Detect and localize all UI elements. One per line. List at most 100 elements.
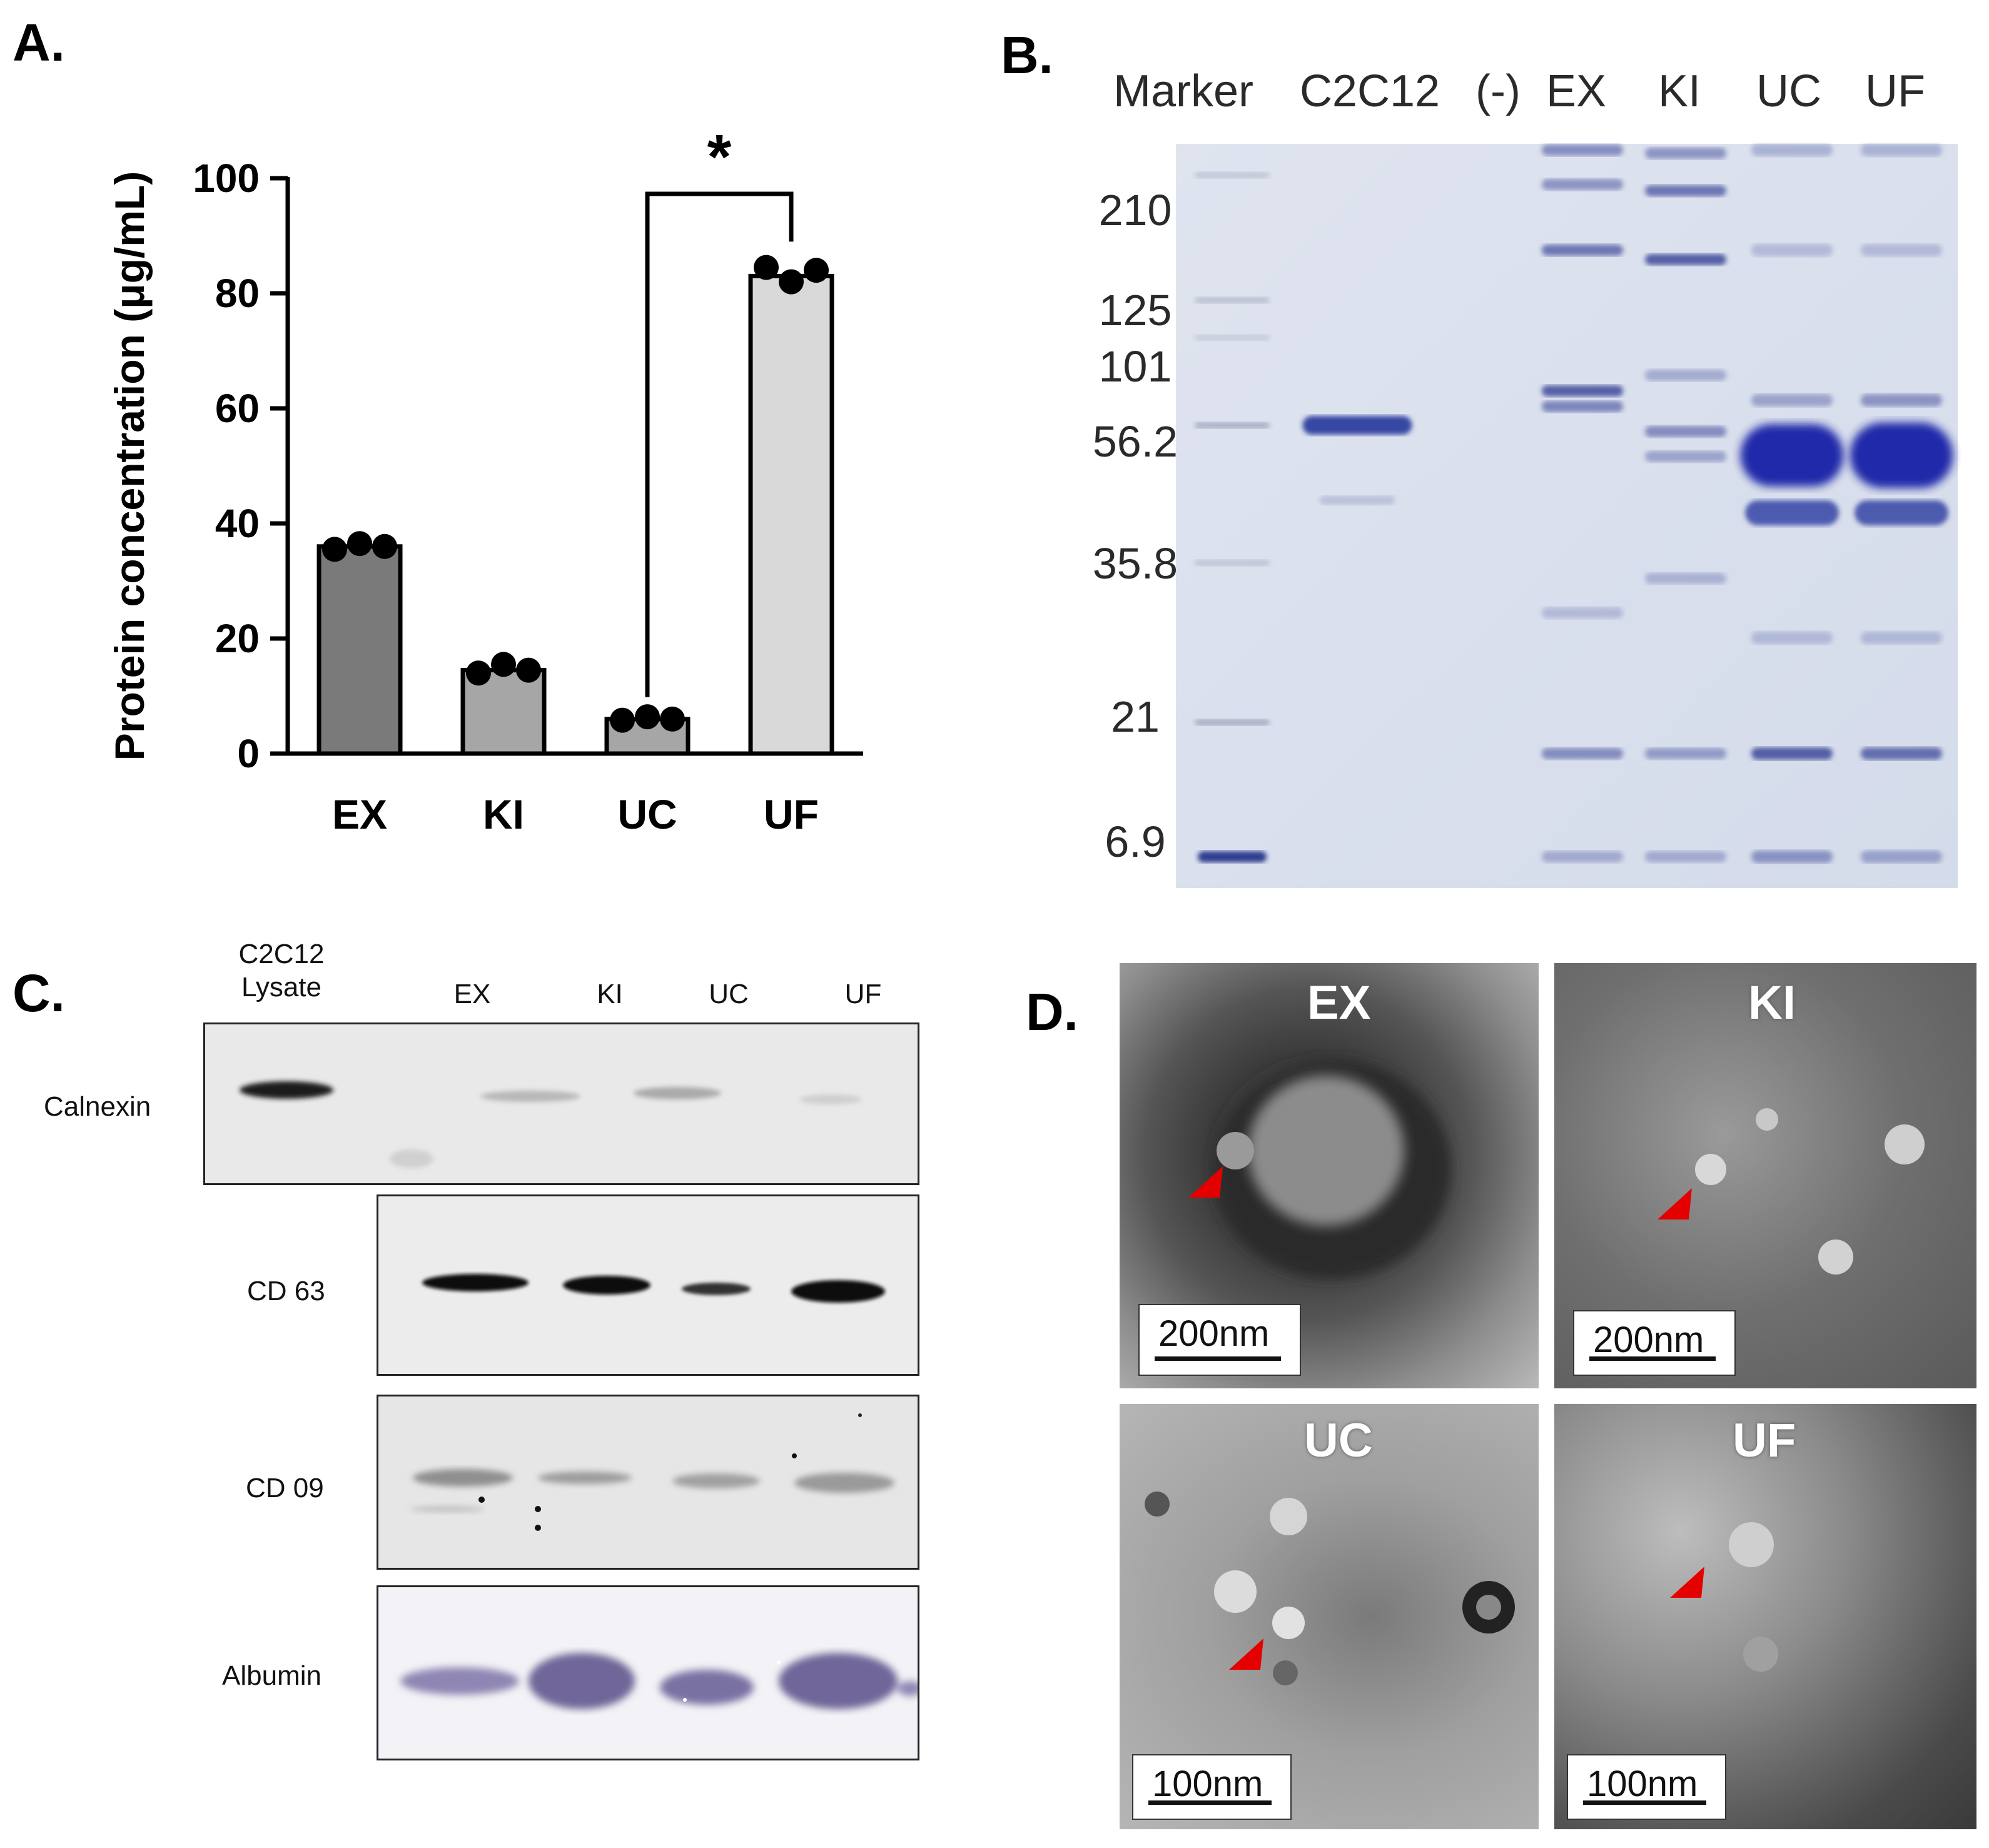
- tem-image-uf: UF 100nm: [1554, 1404, 1976, 1829]
- gel-band: [1645, 254, 1726, 265]
- gel-marker-label: 210: [1099, 186, 1172, 235]
- gel-marker-label: 125: [1099, 286, 1172, 335]
- data-point: [516, 657, 541, 683]
- gel-band: [1542, 851, 1623, 862]
- gel-band: [1861, 747, 1942, 760]
- gel-band: [1740, 424, 1844, 487]
- gel-band: [1855, 500, 1948, 525]
- data-point: [491, 652, 516, 677]
- gel-band: [1195, 719, 1270, 725]
- panel-c-label: C.: [13, 964, 65, 1022]
- bar-ex: [316, 544, 403, 756]
- gel-marker-label: 101: [1099, 342, 1172, 391]
- tem-label-ki: KI: [1748, 976, 1796, 1029]
- gel-band: [1198, 851, 1267, 862]
- y-tick-label: 20: [215, 616, 260, 661]
- panel-d-label: D.: [1026, 982, 1078, 1041]
- scale-bar-uc: 100nm: [1132, 1754, 1292, 1820]
- significance-label: *: [707, 122, 732, 192]
- scale-bar-ki: 200nm: [1573, 1310, 1736, 1376]
- gel-band: [1320, 496, 1395, 505]
- blot-row-label: CD 63: [247, 1276, 325, 1306]
- gel-band: [1542, 245, 1623, 256]
- data-point: [322, 537, 347, 562]
- western-blot-panel: C2C12 Lysate EX KI UC UF Calnexin CD 63 CD 09 A…: [0, 926, 976, 1776]
- gel-band: [1645, 748, 1726, 759]
- panel-a-label: A.: [13, 13, 65, 72]
- scale-bar-ex: 200nm: [1138, 1304, 1301, 1376]
- blot-row-label: Albumin: [222, 1660, 321, 1691]
- gel-band: [1861, 632, 1942, 644]
- data-point: [466, 660, 491, 686]
- gel-band: [1645, 451, 1726, 462]
- tem-label-ex: EX: [1307, 976, 1371, 1029]
- gel-band: [1542, 607, 1623, 619]
- gel-marker-label: 35.8: [1093, 539, 1178, 588]
- blot-cd63: [377, 1194, 919, 1376]
- gel-band: [1861, 244, 1942, 256]
- tem-label-uc: UC: [1304, 1414, 1373, 1467]
- gel-band: [1645, 573, 1726, 584]
- gel-band: [1751, 632, 1833, 644]
- data-point: [635, 704, 660, 730]
- scale-label-uf: 100nm: [1587, 1764, 1698, 1804]
- gel-band: [1850, 422, 1953, 488]
- gel-band: [1645, 370, 1726, 381]
- data-point: [779, 269, 804, 295]
- x-tick-label: KI: [483, 791, 524, 837]
- gel-band: [1645, 851, 1726, 862]
- gel-lane-label: (-): [1475, 66, 1521, 116]
- gel-band: [1645, 185, 1726, 196]
- gel-band: [1542, 748, 1623, 759]
- scale-label-uc: 100nm: [1152, 1764, 1263, 1804]
- gel-lane-label: KI: [1658, 66, 1701, 116]
- panel-b-label: B.: [1001, 26, 1053, 84]
- gel-lane-label: UC: [1756, 66, 1821, 116]
- y-tick-label: 60: [215, 386, 260, 431]
- blot-row-label: Calnexin: [44, 1091, 151, 1122]
- blot-cd09: [377, 1395, 919, 1570]
- gel-band: [1751, 851, 1833, 863]
- y-tick-label: 80: [215, 271, 260, 316]
- gel-band: [1195, 297, 1270, 303]
- data-point: [754, 255, 779, 280]
- gel-band: [1861, 851, 1942, 863]
- blot-lane-label: UF: [844, 979, 882, 1009]
- x-tick-label: EX: [332, 791, 387, 837]
- bar-chart: 0 20 40 60 80 100 Protein concentration (μg/mL…: [106, 122, 863, 837]
- gel-band: [1861, 394, 1942, 406]
- blot-albumin: [377, 1585, 923, 1760]
- gel-lane-label: EX: [1546, 66, 1606, 116]
- data-point: [610, 707, 635, 733]
- gel-marker-label: 21: [1111, 692, 1160, 741]
- gel-band: [1542, 401, 1623, 412]
- tem-image-ki: KI 200nm: [1554, 963, 1976, 1388]
- gel-marker-label: 56.2: [1093, 417, 1178, 466]
- gel-lane-label: C2C12: [1300, 66, 1440, 116]
- gel-lane-label: Marker: [1113, 66, 1253, 116]
- gel-marker-label: 6.9: [1105, 817, 1165, 866]
- gel-band: [1195, 335, 1270, 341]
- blot-lane-label: KI: [597, 979, 623, 1009]
- significance-bracket: [645, 191, 794, 697]
- data-point: [660, 706, 685, 732]
- tem-label-uf: UF: [1733, 1414, 1796, 1467]
- gel-band: [1195, 422, 1270, 428]
- blot-lane-label: C2C12 Lysate: [238, 939, 325, 1002]
- bar-ki: [460, 668, 547, 756]
- scale-label-ki: 200nm: [1593, 1320, 1704, 1360]
- blot-lane-label: EX: [453, 979, 491, 1009]
- gel-band: [1751, 144, 1833, 156]
- gel-band: [1542, 385, 1623, 396]
- gel-band: [1542, 144, 1623, 156]
- gel-band: [1645, 148, 1726, 159]
- gel-band: [1745, 500, 1839, 525]
- y-axis-title: Protein concentration (μg/mL): [106, 171, 153, 760]
- blot-lane-label: UC: [709, 979, 749, 1009]
- tem-image-ex: EX 200nm: [1120, 963, 1539, 1388]
- x-tick-label: UF: [764, 791, 819, 837]
- y-tick-label: 40: [215, 501, 260, 546]
- scale-label-ex: 200nm: [1158, 1313, 1270, 1354]
- gel-panel: Marker C2C12 (-) EX KI UC UF 210 125 101 56.2 35.8…: [1093, 66, 1958, 888]
- gel-band: [1542, 179, 1623, 190]
